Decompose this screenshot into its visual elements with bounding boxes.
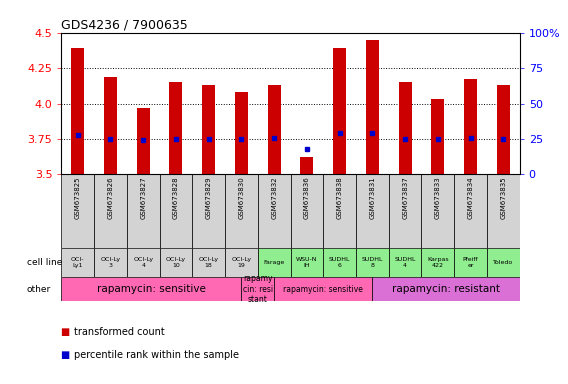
Text: GSM673835: GSM673835 — [500, 177, 506, 219]
Bar — [333, 48, 346, 174]
Bar — [61, 248, 94, 277]
Text: GSM673833: GSM673833 — [435, 177, 441, 219]
Bar — [193, 248, 225, 277]
Text: rapamycin: resistant: rapamycin: resistant — [392, 284, 500, 294]
Text: GSM673837: GSM673837 — [402, 177, 408, 219]
Text: transformed count: transformed count — [74, 327, 165, 337]
Bar — [366, 40, 379, 174]
Bar — [71, 48, 84, 174]
Bar — [356, 174, 389, 248]
Text: GSM673826: GSM673826 — [107, 177, 114, 219]
Text: rapamycin: sensitive: rapamycin: sensitive — [283, 285, 363, 294]
Bar — [160, 248, 193, 277]
Text: GSM673836: GSM673836 — [304, 177, 310, 219]
Text: OCI-Ly
10: OCI-Ly 10 — [166, 257, 186, 268]
Text: OCI-Ly
4: OCI-Ly 4 — [133, 257, 153, 268]
Bar — [235, 92, 248, 174]
Bar — [290, 248, 323, 277]
Bar — [160, 174, 193, 248]
Text: OCI-
Ly1: OCI- Ly1 — [71, 257, 85, 268]
Text: GSM673830: GSM673830 — [239, 177, 244, 219]
Text: GSM673829: GSM673829 — [206, 177, 212, 219]
Text: GSM673838: GSM673838 — [337, 177, 343, 219]
Text: SUDHL
6: SUDHL 6 — [329, 257, 350, 268]
Bar — [323, 174, 356, 248]
Text: percentile rank within the sample: percentile rank within the sample — [74, 350, 239, 360]
Bar — [274, 277, 373, 301]
Text: ■: ■ — [61, 350, 74, 360]
Bar — [421, 174, 454, 248]
Bar — [300, 157, 314, 174]
Bar — [399, 82, 412, 174]
Bar — [202, 85, 215, 174]
Bar — [94, 248, 127, 277]
Text: GSM673834: GSM673834 — [467, 177, 474, 219]
Text: rapamycin: sensitive: rapamycin: sensitive — [97, 284, 206, 294]
Text: OCI-Ly
3: OCI-Ly 3 — [101, 257, 120, 268]
Text: GSM673831: GSM673831 — [369, 177, 375, 219]
Text: SUDHL
4: SUDHL 4 — [394, 257, 416, 268]
Bar — [421, 248, 454, 277]
Bar — [487, 174, 520, 248]
Bar — [389, 174, 421, 248]
Bar — [268, 85, 281, 174]
Bar — [454, 248, 487, 277]
Bar — [487, 248, 520, 277]
Bar — [137, 108, 150, 174]
Bar — [94, 174, 127, 248]
Bar — [193, 174, 225, 248]
Bar — [258, 248, 290, 277]
Bar — [169, 82, 182, 174]
Text: Pfeiff
er: Pfeiff er — [463, 257, 478, 268]
Text: GSM673825: GSM673825 — [75, 177, 81, 219]
Text: OCI-Ly
18: OCI-Ly 18 — [199, 257, 219, 268]
Text: WSU-N
IH: WSU-N IH — [296, 257, 318, 268]
Bar — [225, 248, 258, 277]
Bar — [290, 174, 323, 248]
Text: ■: ■ — [61, 327, 74, 337]
Bar — [241, 277, 274, 301]
Text: SUDHL
8: SUDHL 8 — [362, 257, 383, 268]
Text: OCI-Ly
19: OCI-Ly 19 — [231, 257, 252, 268]
Text: Toledo: Toledo — [493, 260, 513, 265]
Text: GSM673827: GSM673827 — [140, 177, 146, 219]
Bar — [454, 174, 487, 248]
Bar — [225, 174, 258, 248]
Text: rapamy
cin: resi
stant: rapamy cin: resi stant — [243, 274, 273, 304]
Text: GDS4236 / 7900635: GDS4236 / 7900635 — [61, 18, 188, 31]
Bar — [389, 248, 421, 277]
Bar — [373, 277, 520, 301]
Text: Farage: Farage — [264, 260, 285, 265]
Bar — [127, 174, 160, 248]
Bar — [104, 76, 117, 174]
Text: cell line: cell line — [27, 258, 62, 267]
Bar — [431, 99, 444, 174]
Bar — [127, 248, 160, 277]
Bar — [464, 79, 477, 174]
Text: GSM673832: GSM673832 — [271, 177, 277, 219]
Bar — [323, 248, 356, 277]
Text: Karpas
422: Karpas 422 — [427, 257, 449, 268]
Text: other: other — [27, 285, 51, 294]
Text: GSM673828: GSM673828 — [173, 177, 179, 219]
Bar — [356, 248, 389, 277]
Bar — [61, 277, 241, 301]
Bar — [61, 174, 94, 248]
Bar — [258, 174, 290, 248]
Bar — [497, 85, 510, 174]
